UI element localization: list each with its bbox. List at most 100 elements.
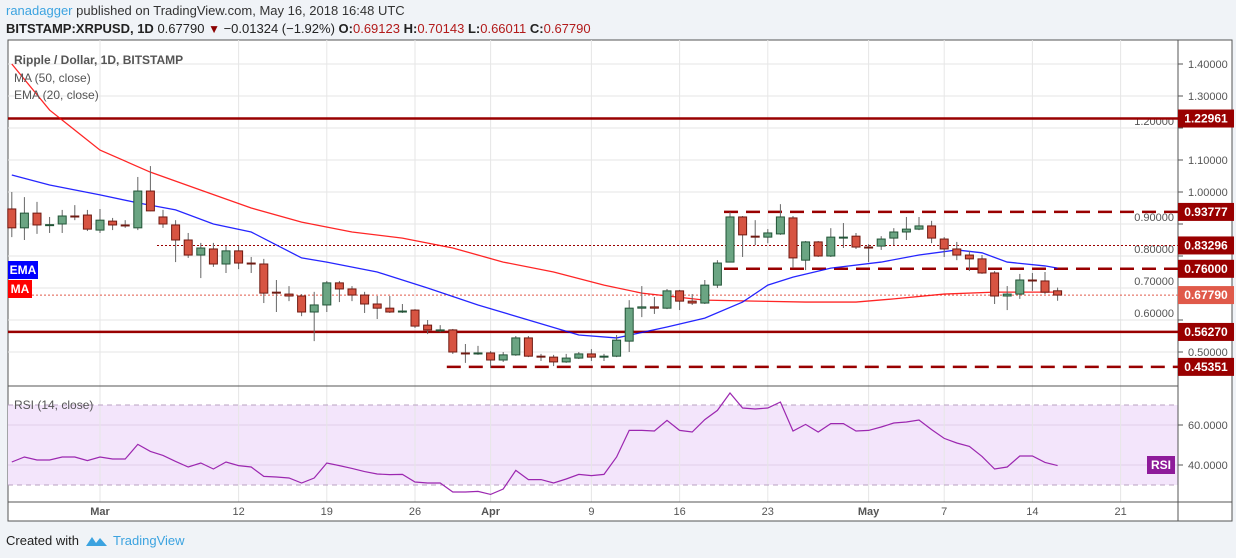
candle [448, 328, 458, 354]
candle [536, 353, 546, 361]
candle [309, 291, 319, 342]
ema-tag [8, 261, 38, 279]
candle [486, 351, 496, 368]
candle-body [1027, 279, 1037, 282]
candle [826, 228, 836, 257]
candle-body [574, 353, 584, 359]
author-link[interactable]: ranadagger [6, 3, 73, 18]
candle-body [120, 224, 130, 227]
candle-body [851, 235, 861, 248]
candle-body [876, 238, 886, 247]
candle [914, 216, 924, 231]
candle [360, 291, 370, 313]
rsi-tick-label: 60.0000 [1188, 420, 1228, 432]
tradingview-brand: TradingView [112, 533, 185, 548]
x-tick-label: 12 [232, 506, 244, 518]
ma-legend[interactable]: MA (50, close) [14, 71, 91, 85]
triangle-down-icon: ▼ [208, 22, 220, 36]
candle-body [536, 355, 546, 358]
level-price-tag [1178, 202, 1234, 221]
candle-body [423, 324, 433, 331]
level-price-tag [1178, 236, 1234, 255]
candle-body [775, 216, 785, 235]
candle-body [1015, 279, 1025, 295]
candle-body [712, 262, 722, 286]
candle [171, 220, 181, 263]
level-price-tag [1178, 109, 1234, 128]
high-label: H: [403, 21, 418, 36]
low-value: 0.66011 [480, 21, 527, 36]
ema-legend[interactable]: EMA (20, close) [14, 88, 99, 102]
candle-body [309, 304, 319, 313]
candle-body [561, 357, 571, 363]
candle [7, 192, 17, 238]
ma-tag [8, 280, 32, 298]
candle-body [473, 352, 483, 355]
candle-body [977, 258, 987, 274]
candle-body [486, 352, 496, 361]
last-price-tag [1178, 286, 1234, 305]
candle-body [347, 288, 357, 296]
candle [599, 353, 609, 361]
candle-body [738, 216, 748, 236]
level-price-tag-text: 1.22961 [1184, 112, 1228, 126]
rsi-legend[interactable]: RSI (14, close) [14, 398, 94, 412]
candle-body [448, 329, 458, 353]
candle [700, 280, 710, 304]
candle [158, 209, 168, 228]
candle-body [700, 284, 710, 304]
level-price-tag [1178, 259, 1234, 278]
candle-body [360, 294, 370, 305]
rsi-value-tag-text: RSI [1151, 458, 1171, 472]
candle [423, 320, 433, 335]
candle-body [763, 232, 773, 238]
candle-body [1053, 290, 1063, 296]
x-tick-label: 23 [762, 506, 774, 518]
close-label: C: [529, 21, 544, 36]
candle-body [826, 236, 836, 257]
candle-body [259, 263, 269, 294]
tradingview-logo-icon [85, 536, 107, 546]
candle-body [511, 337, 521, 356]
chart-title: Ripple / Dollar, 1D, BITSTAMP [14, 53, 184, 67]
y-tick-label: 0.60000 [1134, 308, 1174, 320]
candle-body [952, 248, 962, 256]
candle-body [586, 353, 596, 358]
candle-body [939, 238, 949, 250]
candle [662, 288, 672, 310]
level-price-tag-text: 0.83296 [1184, 238, 1228, 252]
x-tick-label: Mar [90, 506, 110, 518]
last-price-tag-text: 0.67790 [1184, 288, 1228, 302]
candle-body [1002, 293, 1012, 297]
candle-body [725, 216, 735, 263]
candle [864, 244, 874, 263]
published-text: published on TradingView.com, May 16, 20… [76, 3, 405, 18]
candle-body [45, 224, 55, 227]
candle-body [687, 300, 697, 304]
candle-body [95, 219, 105, 231]
candle-body [788, 217, 798, 259]
candle [410, 309, 420, 328]
candle-body [19, 212, 29, 229]
ma50-line [11, 63, 1058, 303]
x-tick-label: 21 [1114, 506, 1126, 518]
candle-body [914, 225, 924, 230]
candle [725, 212, 735, 263]
candle-body [549, 356, 559, 363]
level-price-tag-text: 0.93777 [1184, 205, 1228, 219]
candle [70, 205, 80, 221]
tradingview-link[interactable]: TradingView [85, 533, 185, 548]
candle-body [460, 352, 470, 355]
candle [473, 345, 483, 355]
footer: Created with TradingView [6, 533, 185, 548]
rsi-band [8, 405, 1178, 485]
candle-body [334, 282, 344, 290]
candle [221, 246, 231, 273]
x-tick-label: 7 [941, 506, 947, 518]
candle [675, 289, 685, 311]
candle [284, 286, 294, 302]
candle [511, 336, 521, 356]
candle [19, 197, 29, 240]
candle-body [498, 354, 508, 361]
